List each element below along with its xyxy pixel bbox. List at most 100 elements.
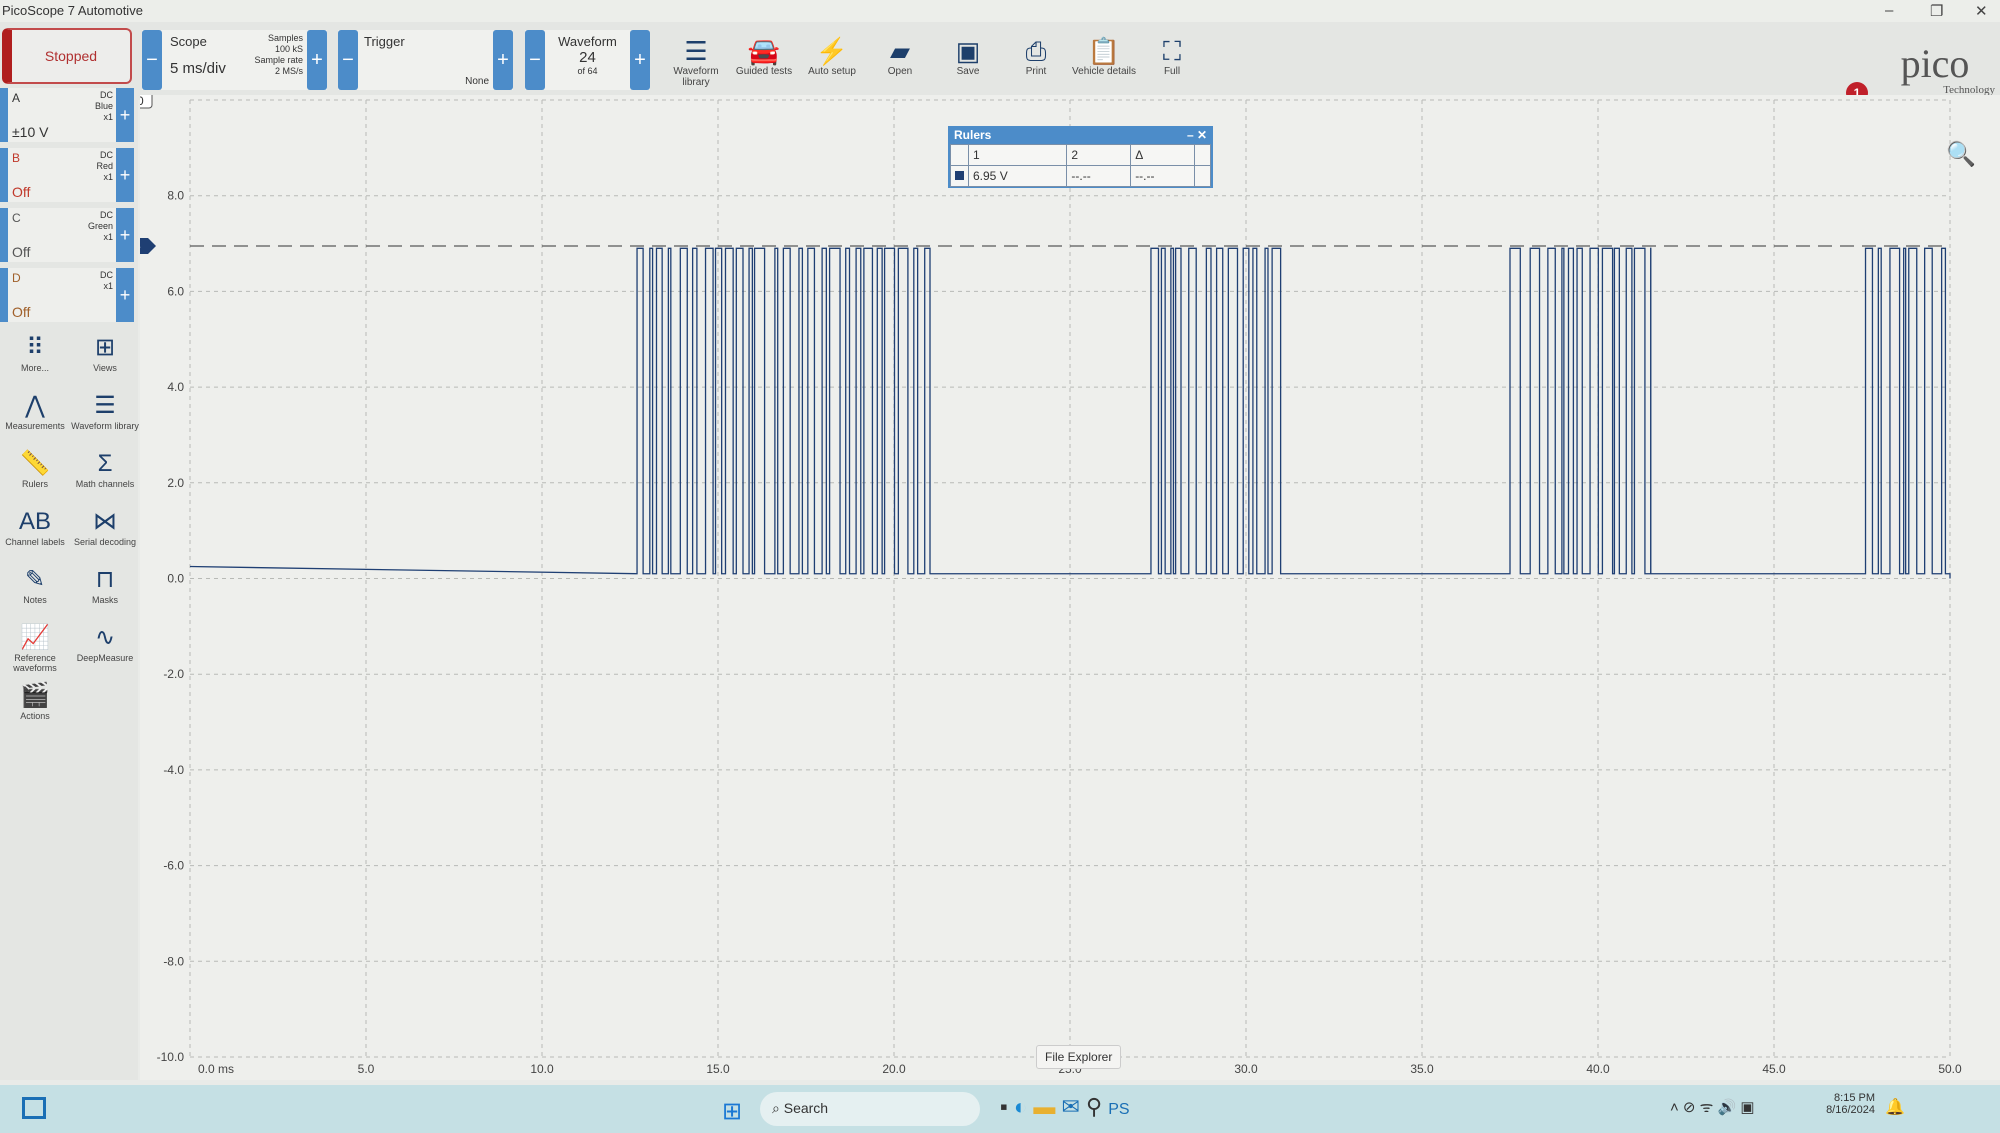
probe[interactable]: x1 (103, 172, 113, 182)
channel-range[interactable]: Off (12, 184, 31, 200)
left-panel: A DC Blue x1 ±10 V + B DC Red x1 Off + C DC Green x1 Off… (0, 88, 140, 1080)
channel-increase-button[interactable]: + (116, 88, 134, 142)
button-label: Open (887, 66, 913, 77)
channel-decrease-button[interactable] (0, 208, 8, 262)
tool-more[interactable]: ⠿ More... (0, 333, 70, 373)
timebase-decrease-button[interactable]: − (142, 30, 162, 90)
tool-deepmeasure[interactable]: ∿ DeepMeasure (70, 623, 140, 663)
coupling[interactable]: DC (100, 270, 113, 280)
trigger-group: − Trigger None + (338, 30, 513, 90)
channel-decrease-button[interactable] (0, 88, 8, 142)
rulers-close-icon[interactable]: – ✕ (1186, 128, 1207, 142)
tool-measurements[interactable]: ⋀ Measurements (0, 391, 70, 431)
tool-rulers[interactable]: 📏 Rulers (0, 449, 70, 489)
tool-waveform-library[interactable]: ☰ Waveform library (70, 391, 140, 431)
channel-decrease-button[interactable] (0, 268, 8, 322)
run-stop-button[interactable]: Stopped (2, 28, 132, 84)
probe[interactable]: x1 (103, 281, 113, 291)
coupling[interactable]: DC (100, 150, 113, 160)
clock-date[interactable]: 8/16/2024 (1826, 1104, 1875, 1116)
channel-color: Blue (94, 101, 113, 111)
tool-notes[interactable]: ✎ Notes (0, 565, 70, 605)
channel-color: Red (96, 161, 113, 171)
task-view-icon[interactable]: ▪ (1000, 1094, 1014, 1119)
waveform-library-button[interactable]: ☰ Waveform library (661, 36, 731, 88)
waveform-count: of 64 (577, 66, 598, 76)
ruler-value-1: 6.95 V (967, 165, 1068, 187)
trigger-mode[interactable]: None (465, 76, 489, 87)
channel-decrease-button[interactable] (0, 148, 8, 202)
stack-icon: ☰ (684, 36, 708, 66)
close-icon[interactable]: ✕ (1975, 3, 1988, 20)
tool-views[interactable]: ⊞ Views (70, 333, 140, 373)
edge-icon[interactable]: ◐ (1013, 1094, 1034, 1119)
piston-icon[interactable]: ⚲ (1086, 1094, 1109, 1119)
channel-a-panel[interactable]: A DC Blue x1 ±10 V + (0, 88, 134, 142)
probe[interactable]: x1 (103, 232, 113, 242)
tool-channel-labels[interactable]: AB Channel labels (0, 507, 70, 547)
y-tick-label: 0.0 (167, 572, 184, 586)
open-button[interactable]: ▰ Open (865, 36, 935, 77)
tool-reference-waveforms[interactable]: 📈 Reference waveforms (0, 623, 70, 673)
tool-actions[interactable]: 🎬 Actions (0, 681, 70, 721)
restore-icon[interactable]: ❐ (1930, 3, 1944, 20)
car-icon: 🚘 (747, 36, 781, 66)
trigger-decrease-button[interactable]: − (338, 30, 358, 90)
button-label: Vehicle details (1072, 66, 1136, 77)
tool-math-channels[interactable]: Σ Math channels (70, 449, 140, 489)
widgets-icon[interactable] (22, 1097, 46, 1119)
tool-masks[interactable]: ⊓ Masks (70, 565, 140, 605)
channel-range[interactable]: ±10 V (12, 124, 49, 140)
save-button[interactable]: ▣ Save (933, 36, 1003, 77)
channel-increase-button[interactable]: + (116, 148, 134, 202)
search-box[interactable]: ⌕ Search (760, 1092, 980, 1126)
timebase-value[interactable]: 5 ms/div (170, 60, 226, 77)
channel-increase-button[interactable]: + (116, 208, 134, 262)
vehicle-details-button[interactable]: 📋 Vehicle details (1069, 36, 1139, 77)
mail-icon[interactable]: ✉ (1061, 1094, 1086, 1119)
samples-value[interactable]: 100 kS (274, 44, 303, 54)
tool-icon: ☰ (94, 392, 116, 419)
tool-icon: ⠿ (26, 334, 44, 361)
guided-tests-button[interactable]: 🚘 Guided tests (729, 36, 799, 77)
tool-serial-decoding[interactable]: ⋈ Serial decoding (70, 507, 140, 547)
minimize-icon[interactable]: – (1885, 2, 1894, 19)
rulers-title: Rulers (954, 128, 992, 142)
probe[interactable]: x1 (103, 112, 113, 122)
tool-label: Actions (20, 711, 50, 721)
channel-increase-button[interactable]: + (116, 268, 134, 322)
channel-b-panel[interactable]: B DC Red x1 Off + (0, 148, 134, 202)
print-button[interactable]: ⎙ Print (1001, 36, 1071, 77)
full-button[interactable]: ⛶ Full (1137, 36, 1207, 77)
y-tick-label: -8.0 (163, 954, 184, 968)
trigger-increase-button[interactable]: + (493, 30, 513, 90)
trigger-label: Trigger (364, 34, 405, 49)
tool-icon: 📈 (20, 624, 50, 651)
channel-name: D (12, 271, 21, 285)
coupling[interactable]: DC (100, 90, 113, 100)
file-explorer-icon[interactable]: ▬ (1033, 1094, 1062, 1119)
zoom-icon[interactable]: 🔍 (1946, 141, 1976, 168)
x-tick-label: 5.0 (358, 1062, 375, 1076)
x-tick-label: 20.0 (882, 1062, 906, 1076)
notification-icon[interactable]: 🔔 (1885, 1099, 1905, 1116)
coupling[interactable]: DC (100, 210, 113, 220)
channel-range[interactable]: Off (12, 244, 31, 260)
clock-time[interactable]: 8:15 PM (1834, 1092, 1875, 1104)
search-icon: ⌕ (772, 1100, 784, 1116)
windows-start-icon[interactable]: ⊞ (722, 1098, 743, 1125)
picoscope-icon[interactable]: PS (1108, 1101, 1130, 1118)
timebase-increase-button[interactable]: + (307, 30, 327, 90)
waveform-next-button[interactable]: + (630, 30, 650, 90)
channel-a-swatch (955, 171, 964, 180)
channel-d-panel[interactable]: D DC x1 Off + (0, 268, 134, 322)
waveform-prev-button[interactable]: − (525, 30, 545, 90)
auto-setup-button[interactable]: ⚡ Auto setup (797, 36, 867, 77)
channel-range[interactable]: Off (12, 304, 31, 320)
tool-label: Waveform library (71, 421, 139, 431)
channel-c-panel[interactable]: C DC Green x1 Off + (0, 208, 134, 262)
tool-label: Rulers (21, 479, 48, 489)
wand-icon: ⚡ (815, 36, 849, 66)
system-tray-icons[interactable]: ˄ ⊘ ᯤ 🔊 ▣ (1670, 1099, 1755, 1116)
